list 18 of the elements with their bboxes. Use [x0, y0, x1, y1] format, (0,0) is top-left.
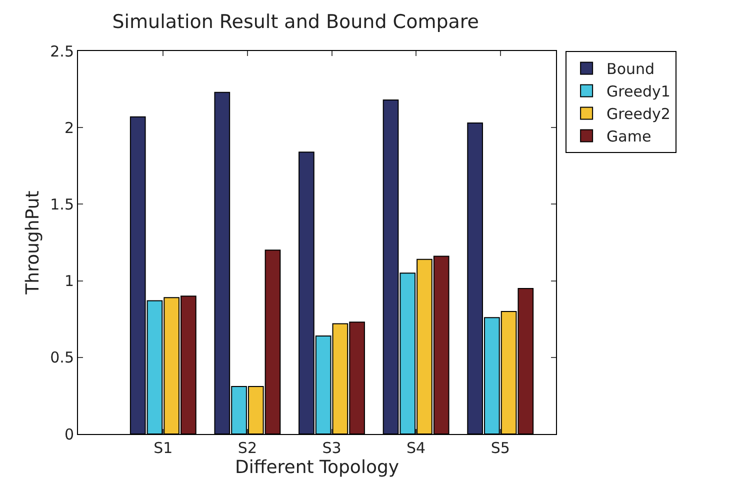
x-tick-label: S4: [406, 439, 426, 457]
x-axis-title: Different Topology: [234, 457, 400, 478]
x-tick-label: S2: [238, 439, 257, 457]
legend-label: Greedy2: [606, 105, 670, 124]
y-tick-label: 2: [64, 118, 74, 137]
chart-title: Simulation Result and Bound Compare: [112, 10, 480, 33]
legend-label: Greedy1: [606, 82, 670, 101]
x-tick-label: S3: [322, 439, 342, 457]
y-tick-label: 1.5: [50, 195, 74, 214]
legend-label: Bound: [606, 60, 655, 78]
x-tick-label: S1: [154, 439, 173, 457]
y-tick-label: 0: [64, 425, 74, 444]
legend-label: Game: [606, 128, 652, 146]
y-tick-label: 2.5: [50, 42, 74, 60]
y-tick-label: 1: [64, 272, 74, 290]
y-axis-title: ThroughPut: [22, 190, 44, 296]
x-tick-label: S5: [490, 439, 510, 457]
y-tick-label: 0.5: [50, 348, 74, 367]
